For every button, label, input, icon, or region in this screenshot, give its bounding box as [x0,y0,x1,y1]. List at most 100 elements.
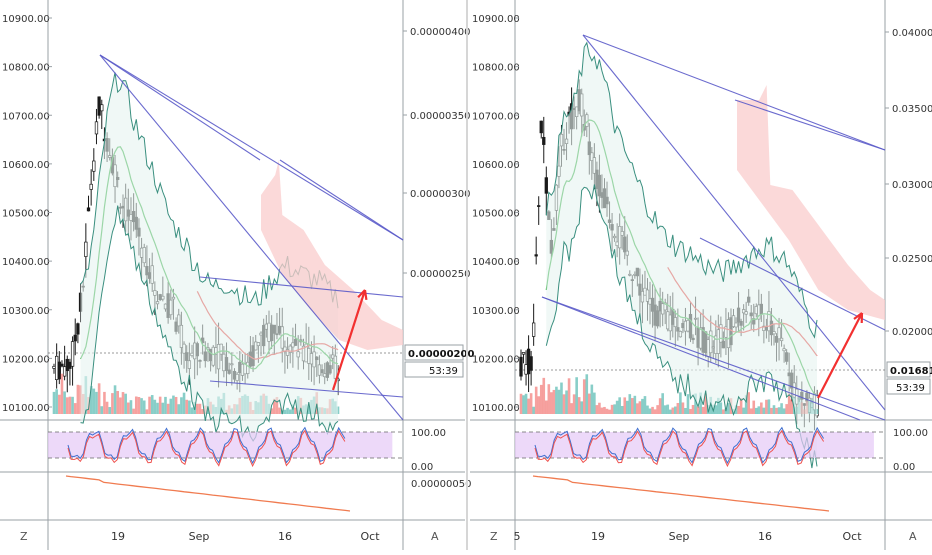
volume-bar [60,373,64,414]
volume-bar [116,390,120,414]
stoch-d-line [534,429,825,468]
last-price-value: 0.01681 [890,366,932,377]
volume-bar [658,398,662,414]
candle-body [544,177,548,194]
volume-bar [684,407,687,414]
volume-bar [727,403,730,414]
volume-bar [752,400,756,414]
volume-bar [777,407,781,414]
volume-bar [714,405,718,414]
volume-bar [760,402,763,414]
volume-bar [71,396,74,414]
volume-bar [676,403,680,414]
forecast-arrow-head [853,312,864,324]
volume-bar [749,408,753,414]
volume-bar [615,400,619,414]
forecast-arrow-head [357,289,368,301]
volume-bar [272,398,276,414]
volume-bar [145,409,149,414]
left-axis-tick-label: 10200.00 [2,354,50,365]
candle-body [539,120,543,134]
volume-bar [641,398,644,414]
volume-bar [722,409,725,414]
volume-bar [737,405,740,414]
volume-bar [582,379,586,414]
volume-bar [121,392,125,414]
osc-tick-label: 0.00 [411,462,433,473]
right-axis-tick-label: 0.03500 [892,104,932,115]
candle-body [521,352,526,355]
left-axis-tick-label: 10600.00 [472,160,520,171]
volume-bar [631,398,634,414]
volume-bar [620,405,624,414]
candle-body [529,356,533,371]
volume-bar [598,402,601,414]
candle-body [76,323,80,335]
volume-bar [734,405,738,414]
osc-tick-label: 100.00 [411,428,446,439]
volume-bar [663,405,667,414]
volume-bar [532,406,535,414]
volume-bar [180,397,183,414]
time-axis-label: Oct [842,530,862,543]
volume-bar [100,406,104,414]
chart-panel-1: 10900.00 10800.00 10700.00 10600.00 10500.00… [0,0,474,550]
volume-bar [603,406,606,414]
volume-bar [661,393,664,414]
volume-bar [539,384,543,414]
volume-bar [608,409,611,414]
volume-bar [575,377,578,414]
volume-bar [63,391,66,414]
candle-body [542,136,546,145]
volume-bar [119,397,122,414]
volume-bar [527,398,530,414]
candle-body [60,363,64,367]
trendline [699,237,886,331]
volume-bar [522,395,525,414]
corner-z-label: Z [20,530,28,543]
volume-bar [201,409,204,414]
volume-bar [686,394,690,414]
candle-body [97,96,101,116]
corner-z-label: Z [490,530,498,543]
right-axis-tick-label: 0.00000250 [410,269,470,280]
volume-bar [696,406,700,414]
candle-body [57,361,61,380]
trendline [209,380,404,398]
volume-bar [127,402,130,414]
time-axis-label: Sep [669,530,690,543]
volume-bar [142,400,146,414]
volume-bar [636,403,639,414]
volume-bar [595,405,599,414]
volume-bar [747,392,750,414]
volume-bars [519,374,819,414]
volume-bar [153,399,157,414]
volume-bar [605,408,609,414]
volume-bar [643,396,647,414]
volume-bar [653,409,657,414]
right-axis-tick-label: 0.00000400 [410,27,470,38]
volume-bar [547,384,551,414]
volume-bar [158,396,162,414]
candle-body [52,365,56,369]
trendline [541,296,861,421]
time-axis-label: Oct [360,530,380,543]
volume-bar [762,407,766,414]
left-axis-tick-label: 10600.00 [2,160,50,171]
volume-bar [625,400,629,414]
lower-indicator-line [532,475,830,512]
candle-body [92,160,96,172]
volume-bar [132,408,135,414]
candle-body [70,341,75,367]
volume-bar [161,402,165,414]
volume-bar [572,394,576,414]
volume-bar [185,399,189,414]
volume-bar [590,384,594,414]
left-axis-tick-label: 10200.00 [472,354,520,365]
volume-bar [177,404,181,414]
volume-bar [742,407,745,414]
volume-bar [580,401,584,414]
volume-bar [129,400,133,414]
